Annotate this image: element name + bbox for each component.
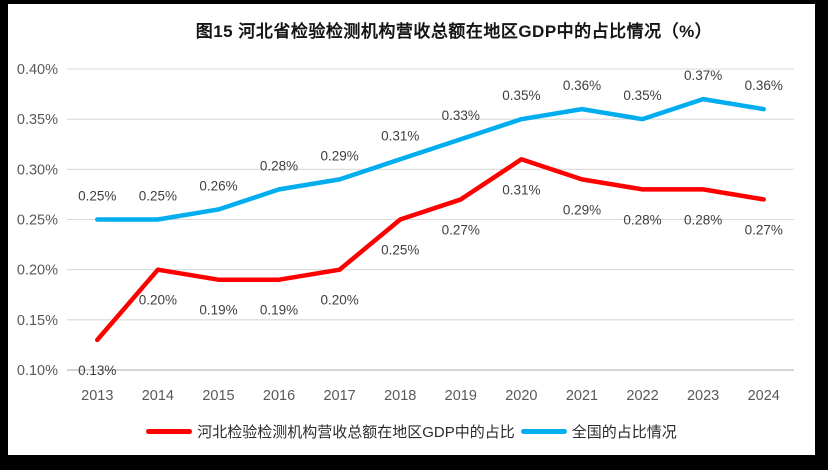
series-line-1 xyxy=(95,96,766,222)
x-axis-tick-label: 2020 xyxy=(505,388,537,404)
data-label-series-0: 0.27% xyxy=(442,222,480,237)
chart-canvas: 图15 河北省检验检测机构营收总额在地区GDP中的占比情况（%） 0.40% 0.… xyxy=(8,4,815,455)
x-axis-tick-label: 2021 xyxy=(566,388,598,404)
x-axis-tick-label: 2015 xyxy=(202,388,234,404)
legend-swatch-icon xyxy=(520,429,567,434)
data-label-series-1: 0.31% xyxy=(381,128,419,143)
data-label-series-0: 0.29% xyxy=(563,202,601,217)
chart-legend: 河北检验检测机构营收总额在地区GDP中的占比 全国的占比情况 xyxy=(8,421,815,442)
y-axis-tick-label: 0.30% xyxy=(17,162,58,178)
x-axis-tick-label: 2018 xyxy=(384,388,416,404)
x-axis-tick-label: 2024 xyxy=(748,388,780,404)
y-axis-tick-label: 0.20% xyxy=(17,263,58,279)
y-axis-tick-label: 0.25% xyxy=(17,213,58,229)
y-axis-tick-label: 0.40% xyxy=(17,62,58,78)
data-label-series-0: 0.20% xyxy=(139,293,177,308)
x-axis-tick-label: 2013 xyxy=(81,388,113,404)
legend-label: 河北检验检测机构营收总额在地区GDP中的占比 xyxy=(197,424,515,441)
line-chart-plot-area: 0.40% 0.35% 0.30% 0.25% 0.20% 0.15% 0.10% 2013 2… xyxy=(17,62,794,404)
legend-label: 全国的占比情况 xyxy=(571,424,677,441)
x-axis-tick-label: 2017 xyxy=(323,388,355,404)
legend-item-0: 河北检验检测机构营收总额在地区GDP中的占比 xyxy=(146,421,515,442)
data-label-series-1: 0.37% xyxy=(684,68,722,83)
data-label-series-1: 0.29% xyxy=(320,148,358,163)
data-label-series-1: 0.36% xyxy=(745,78,783,93)
data-label-series-0: 0.19% xyxy=(260,303,298,318)
data-label-series-0: 0.13% xyxy=(78,363,116,378)
data-label-series-1: 0.25% xyxy=(139,189,177,204)
data-label-series-1: 0.28% xyxy=(260,158,298,173)
data-label-series-0: 0.25% xyxy=(381,243,419,258)
data-label-series-0: 0.27% xyxy=(745,222,783,237)
data-label-series-1: 0.36% xyxy=(563,78,601,93)
data-label-series-1: 0.26% xyxy=(199,178,237,193)
data-label-series-0: 0.20% xyxy=(320,293,358,308)
series-line-0 xyxy=(95,157,766,343)
data-label-series-1: 0.35% xyxy=(623,88,661,103)
data-label-series-0: 0.28% xyxy=(684,212,722,227)
y-axis-tick-label: 0.10% xyxy=(17,363,58,379)
x-axis-tick-label: 2019 xyxy=(445,388,477,404)
legend-swatch-icon xyxy=(146,429,193,434)
x-axis-tick-label: 2014 xyxy=(142,388,174,404)
x-axis-tick-label: 2022 xyxy=(626,388,658,404)
data-label-series-1: 0.35% xyxy=(502,88,540,103)
chart-title: 图15 河北省检验检测机构营收总额在地区GDP中的占比情况（%） xyxy=(195,22,713,41)
x-axis-tick-label: 2023 xyxy=(687,388,719,404)
data-label-series-1: 0.25% xyxy=(78,189,116,204)
legend-item-1: 全国的占比情况 xyxy=(520,421,677,442)
y-axis-tick-label: 0.15% xyxy=(17,313,58,329)
data-label-series-0: 0.28% xyxy=(623,212,661,227)
data-label-series-0: 0.31% xyxy=(502,182,540,197)
data-label-series-0: 0.19% xyxy=(199,303,237,318)
data-label-series-1: 0.33% xyxy=(442,108,480,123)
x-axis-tick-label: 2016 xyxy=(263,388,295,404)
y-axis-tick-label: 0.35% xyxy=(17,112,58,128)
